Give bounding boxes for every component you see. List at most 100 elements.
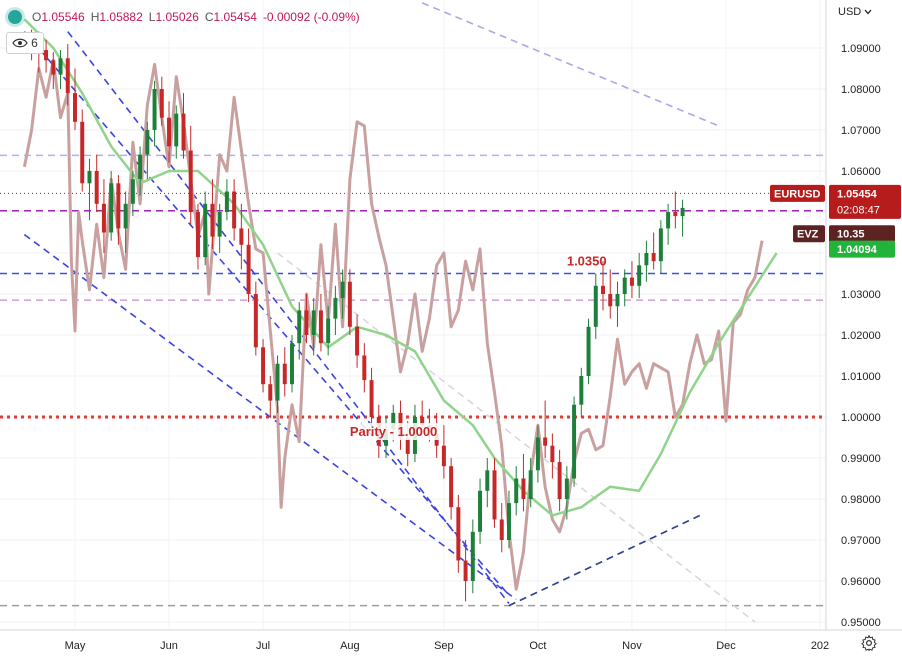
candle-body bbox=[253, 294, 258, 348]
y-tick-label: 0.99000 bbox=[841, 453, 881, 465]
trend-line-0 bbox=[67, 31, 510, 605]
candle-body bbox=[572, 404, 577, 479]
candle-body bbox=[666, 212, 671, 229]
candle-body bbox=[94, 171, 99, 204]
candle-body bbox=[492, 470, 497, 520]
x-tick-label: Aug bbox=[340, 640, 360, 652]
candle-body bbox=[441, 445, 446, 467]
candle-body bbox=[58, 58, 63, 75]
candle-body bbox=[470, 531, 475, 581]
chevron-down-icon bbox=[864, 9, 872, 15]
x-tick-label: Nov bbox=[622, 640, 642, 652]
candle-body bbox=[311, 310, 316, 335]
candle-body bbox=[152, 89, 157, 130]
candle-body bbox=[543, 437, 548, 446]
candle-body bbox=[478, 490, 483, 532]
candle-body bbox=[449, 466, 454, 508]
gear-icon[interactable] bbox=[860, 634, 878, 652]
candle-body bbox=[485, 470, 490, 491]
eurusd-price-tag bbox=[829, 184, 901, 219]
x-tick-label: Jun bbox=[160, 640, 178, 652]
open-label: O bbox=[32, 10, 42, 24]
candle-body bbox=[528, 470, 533, 499]
x-tick-label: May bbox=[65, 640, 86, 652]
candle-body bbox=[203, 203, 208, 258]
horizontal-levels bbox=[0, 154, 826, 607]
price-axis[interactable]: 1.090001.080001.070001.060001.050001.040… bbox=[825, 0, 881, 630]
candle-body bbox=[159, 89, 164, 118]
indicator-toggle-button[interactable]: 6 bbox=[6, 32, 44, 54]
open-value: 1.05546 bbox=[41, 10, 85, 24]
candle-body bbox=[210, 203, 215, 237]
candle-body bbox=[608, 294, 613, 307]
candle-body bbox=[340, 281, 345, 299]
candle-body bbox=[123, 203, 128, 229]
candle-body bbox=[167, 117, 172, 147]
candle-body bbox=[217, 212, 222, 237]
candle-body bbox=[658, 228, 663, 262]
x-tick-label: Oct bbox=[529, 640, 546, 652]
candle-body bbox=[506, 503, 511, 540]
parity-label-bg bbox=[346, 423, 441, 440]
x-tick-label: 202 bbox=[811, 640, 829, 652]
candle-body bbox=[615, 294, 620, 307]
green-dot-icon bbox=[8, 10, 22, 24]
trend-line-2 bbox=[23, 31, 510, 596]
eurusd-tag bbox=[770, 184, 825, 202]
candle-body bbox=[463, 560, 468, 581]
candle-body bbox=[644, 253, 649, 266]
eye-icon bbox=[12, 38, 28, 48]
candle-body bbox=[246, 244, 251, 294]
candle-body bbox=[65, 58, 70, 94]
candle-body bbox=[326, 318, 331, 344]
candle-body bbox=[318, 310, 323, 344]
candle-body bbox=[579, 376, 584, 405]
y-tick-label: 1.09000 bbox=[841, 43, 881, 55]
candle-body bbox=[80, 121, 85, 184]
change-value: -0.00092 (-0.09%) bbox=[262, 10, 360, 24]
y-tick-label: 0.96000 bbox=[841, 576, 881, 588]
currency-selector[interactable]: USD bbox=[838, 6, 872, 18]
candle-body bbox=[138, 154, 143, 180]
candle-body bbox=[44, 50, 49, 61]
candle-body bbox=[195, 212, 200, 258]
evz-last-value: 10.35 bbox=[837, 229, 865, 241]
moving-average-line bbox=[23, 18, 778, 517]
candle-body bbox=[405, 437, 410, 454]
x-tick-label: Jul bbox=[256, 640, 270, 652]
evz-price-tag bbox=[829, 225, 895, 243]
candle-body bbox=[637, 265, 642, 286]
candle-body bbox=[514, 478, 519, 504]
high-value: 1.05882 bbox=[99, 10, 143, 24]
y-tick-label: 0.98000 bbox=[841, 494, 881, 506]
candle-body bbox=[680, 207, 685, 217]
y-tick-label: 1.07000 bbox=[841, 125, 881, 137]
candles bbox=[29, 29, 685, 602]
candle-body bbox=[391, 412, 396, 430]
y-tick-label: 0.95000 bbox=[841, 617, 881, 629]
y-tick-label: 1.03000 bbox=[841, 289, 881, 301]
parity-label: Parity - 1.0000 bbox=[350, 424, 437, 439]
candle-body bbox=[456, 507, 461, 561]
chart-annotations: 1.0350 Parity - 1.0000 bbox=[346, 254, 607, 440]
candle-body bbox=[535, 437, 540, 471]
candle-body bbox=[550, 445, 555, 463]
close-label: C bbox=[204, 10, 214, 24]
candle-body bbox=[347, 281, 352, 327]
candle-body bbox=[188, 150, 193, 212]
trend-line-4 bbox=[421, 2, 720, 127]
candle-body bbox=[629, 277, 634, 286]
y-tick-label: 0.97000 bbox=[841, 535, 881, 547]
candle-body bbox=[297, 310, 302, 344]
candle-body bbox=[87, 171, 92, 184]
x-tick-label: Dec bbox=[716, 640, 736, 652]
y-tick-label: 1.00000 bbox=[841, 412, 881, 424]
candle-body bbox=[101, 203, 106, 233]
eurusd-countdown: 02:08:47 bbox=[837, 204, 880, 216]
time-axis[interactable]: May Jun Jul Aug Sep Oct Nov Dec 202 bbox=[0, 629, 902, 652]
candle-body bbox=[51, 60, 56, 75]
level-label-1-0350: 1.0350 bbox=[567, 254, 607, 269]
eurusd-last-price: 1.05454 bbox=[837, 188, 878, 200]
candle-body bbox=[420, 417, 425, 426]
